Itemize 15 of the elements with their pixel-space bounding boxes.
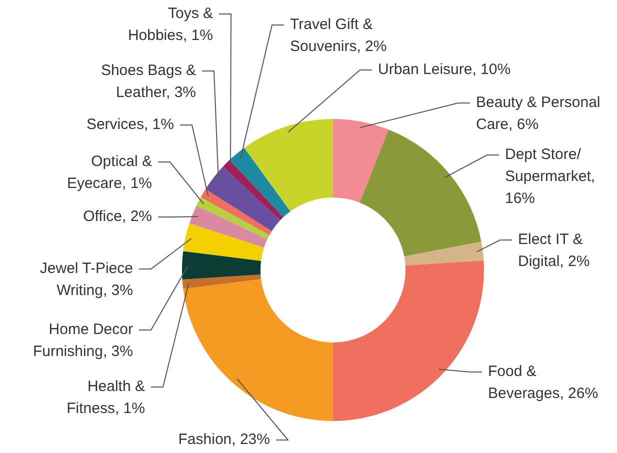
slice-label: Health & Fitness, 1% <box>66 378 145 418</box>
slice-label: Jewel T-Piece Writing, 3% <box>40 260 133 300</box>
slice-label: Urban Leisure, 10% <box>378 61 511 78</box>
slice-label: Dept Store/ Supermarket, 16% <box>505 146 596 208</box>
slice-label: Toys & Hobbies, 1% <box>128 5 213 44</box>
slice-label: Food & Beverages, 26% <box>488 363 598 402</box>
slice-label: Services, 1% <box>86 116 174 134</box>
slice-label: Office, 2% <box>83 208 152 226</box>
slice-label: Shoes Bags & Leather, 3% <box>100 62 196 102</box>
slice-label: Beauty & Personal Care, 6% <box>476 94 600 134</box>
slice-label: Home Decor Furnishing, 3% <box>32 321 133 360</box>
slice-label: Travel Gift & Souvenirs, 2% <box>290 16 387 56</box>
slice-label: Optical & Eyecare, 1% <box>66 153 152 192</box>
slice-label: Elect IT & Digital, 2% <box>518 231 590 270</box>
slice-label: Fashion, 23% <box>178 431 270 448</box>
